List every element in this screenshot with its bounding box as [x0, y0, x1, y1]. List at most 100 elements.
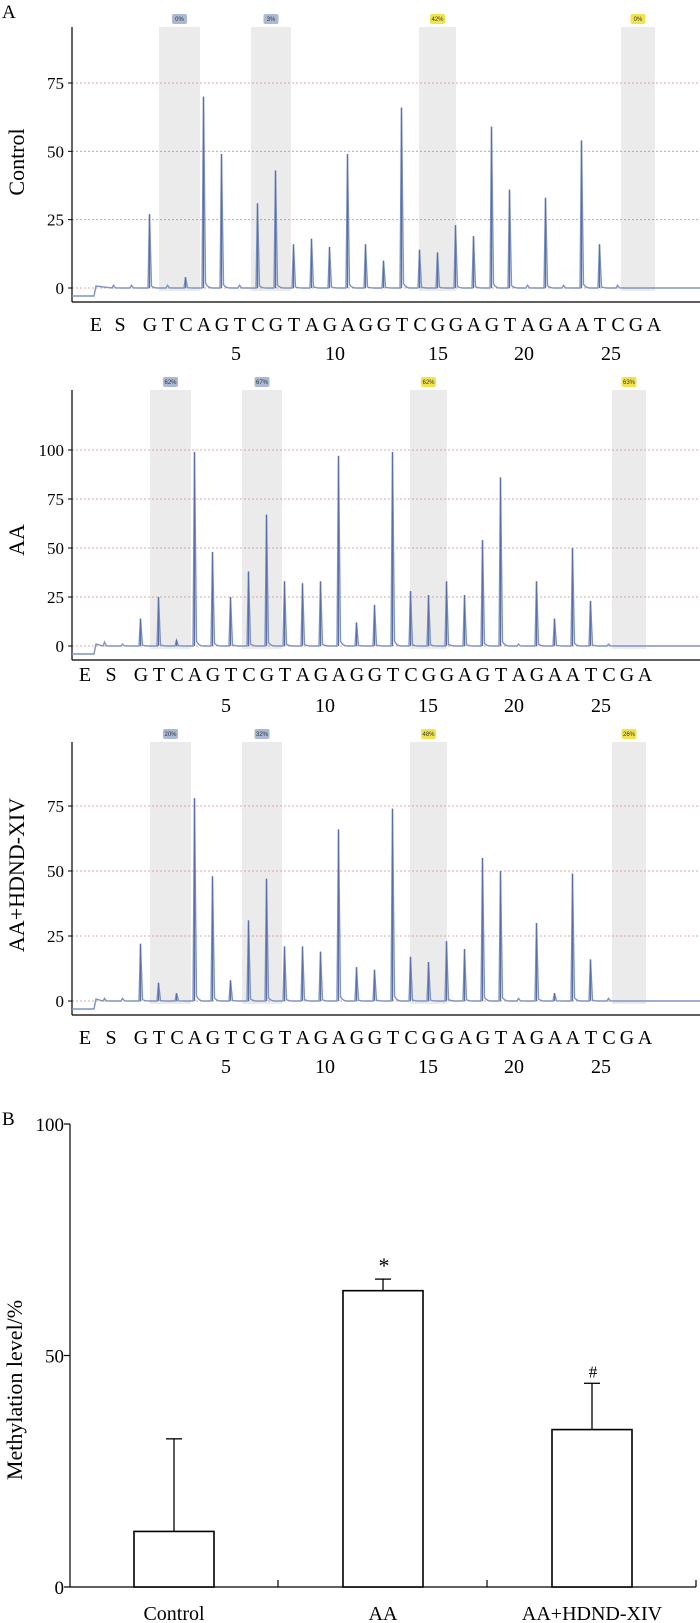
- dispensation-letter: G: [629, 314, 643, 336]
- dispensation-letter: G: [206, 1027, 220, 1049]
- dispensation-letter: A: [575, 314, 590, 336]
- pyrogram-trace: [72, 96, 700, 297]
- cpg-site-region: [150, 742, 191, 1004]
- methylation-bar-chart: 0 50 100 Control * AA # AA+HDND-XIV Methylation …: [2, 1115, 697, 1623]
- y-tick-label: 50: [47, 862, 64, 881]
- cpg-badge: [630, 14, 646, 24]
- dispensation-letter: G: [314, 1027, 328, 1049]
- cpg-badge-label: 0%: [175, 17, 184, 23]
- dispensation-letter: E: [90, 314, 102, 336]
- dispensation-letter: T: [504, 314, 516, 336]
- dispensation-letter: T: [495, 664, 507, 686]
- dispensation-letter: G: [449, 314, 463, 336]
- dispensation-letter: T: [153, 664, 165, 686]
- dispensation-letter: G: [620, 664, 634, 686]
- cpg-site-region: [410, 742, 447, 1004]
- y-tick-label: 50: [47, 539, 64, 558]
- cpg-site-region: [612, 742, 646, 1004]
- y-axis-title: Methylation level/%: [2, 1300, 27, 1480]
- dispensation-letter: A: [332, 1027, 347, 1049]
- cpg-badge-label: 42%: [431, 17, 444, 23]
- x-category-label: Control: [143, 1603, 205, 1623]
- dispensation-letter: A: [638, 1027, 653, 1049]
- dispensation-letter: G: [269, 314, 283, 336]
- position-number: 5: [221, 1056, 231, 1078]
- position-number: 25: [591, 695, 611, 717]
- y-tick-label: 0: [55, 1578, 65, 1599]
- dispensation-letter: A: [296, 664, 311, 686]
- position-number: 20: [504, 695, 524, 717]
- cpg-badge: [621, 377, 637, 387]
- sample-label: AA+HDND-XIV: [4, 798, 29, 952]
- y-tick-label: 25: [47, 927, 64, 946]
- dispensation-letter: A: [638, 664, 653, 686]
- cpg-badge: [263, 14, 279, 24]
- dispensation-letter: C: [242, 664, 255, 686]
- dispensation-letter: G: [134, 664, 148, 686]
- y-tick-label: 100: [36, 1115, 65, 1136]
- dispensation-letter: G: [539, 314, 553, 336]
- dispensation-letter: E: [79, 664, 91, 686]
- x-category-label: AA: [369, 1603, 398, 1623]
- dispensation-letter: G: [359, 314, 373, 336]
- y-tick-label: 50: [45, 1347, 64, 1368]
- bar: [551, 1428, 633, 1588]
- dispensation-letter: A: [305, 314, 320, 336]
- cpg-badge-label: 3%: [267, 17, 276, 23]
- dispensation-letter: T: [162, 314, 174, 336]
- dispensation-letter: T: [225, 664, 237, 686]
- dispensation-letter: G: [368, 664, 382, 686]
- position-number: 15: [418, 695, 438, 717]
- cpg-badge: [421, 377, 436, 387]
- position-number: 10: [315, 695, 335, 717]
- position-number: 10: [325, 343, 345, 365]
- dispensation-letter: E: [79, 1027, 91, 1049]
- cpg-badge: [254, 377, 270, 387]
- dispensation-letter: C: [404, 1027, 417, 1049]
- cpg-badge-label: 67%: [256, 380, 269, 386]
- dispensation-letter: T: [153, 1027, 165, 1049]
- dispensation-letter: T: [387, 1027, 399, 1049]
- position-number: 25: [591, 1056, 611, 1078]
- panel-a-label: A: [2, 2, 16, 23]
- dispensation-letter: T: [279, 664, 291, 686]
- dispensation-letter: G: [530, 1027, 544, 1049]
- dispensation-letter: C: [242, 1027, 255, 1049]
- cpg-badge-label: 26%: [623, 732, 636, 738]
- position-number: 25: [601, 343, 621, 365]
- dispensation-letter: T: [585, 664, 597, 686]
- dispensation-letter: A: [341, 314, 356, 336]
- dispensation-letter: C: [170, 1027, 183, 1049]
- y-tick-label: 0: [56, 992, 65, 1011]
- dispensation-letter: T: [585, 1027, 597, 1049]
- cpg-site-region: [150, 390, 191, 649]
- dispensation-letter: T: [387, 664, 399, 686]
- dispensation-letter: C: [251, 314, 264, 336]
- dispensation-letter: T: [225, 1027, 237, 1049]
- bar: [342, 1289, 424, 1588]
- cpg-badge-label: 62%: [164, 380, 177, 386]
- cpg-badge: [254, 729, 270, 739]
- y-tick-label: 75: [47, 797, 64, 816]
- dispensation-letter: G: [422, 664, 436, 686]
- cpg-site-region: [612, 390, 646, 649]
- dispensation-letter: A: [566, 1027, 581, 1049]
- bar: [133, 1530, 215, 1588]
- dispensation-letter: A: [296, 1027, 311, 1049]
- significance-mark: *: [379, 1253, 390, 1278]
- dispensation-letter: T: [594, 314, 606, 336]
- y-tick-label: 0: [56, 279, 65, 298]
- position-number: 15: [418, 1056, 438, 1078]
- y-tick-label: 75: [47, 74, 64, 93]
- position-number: 20: [514, 343, 534, 365]
- y-tick-label: 100: [39, 441, 65, 460]
- dispensation-letter: T: [495, 1027, 507, 1049]
- dispensation-letter: G: [143, 314, 157, 336]
- sample-label: Control: [4, 128, 29, 195]
- y-tick-label: 25: [47, 211, 64, 230]
- cpg-badge-label: 63%: [623, 380, 636, 386]
- y-tick-label: 75: [47, 490, 64, 509]
- dispensation-letter: S: [114, 314, 125, 336]
